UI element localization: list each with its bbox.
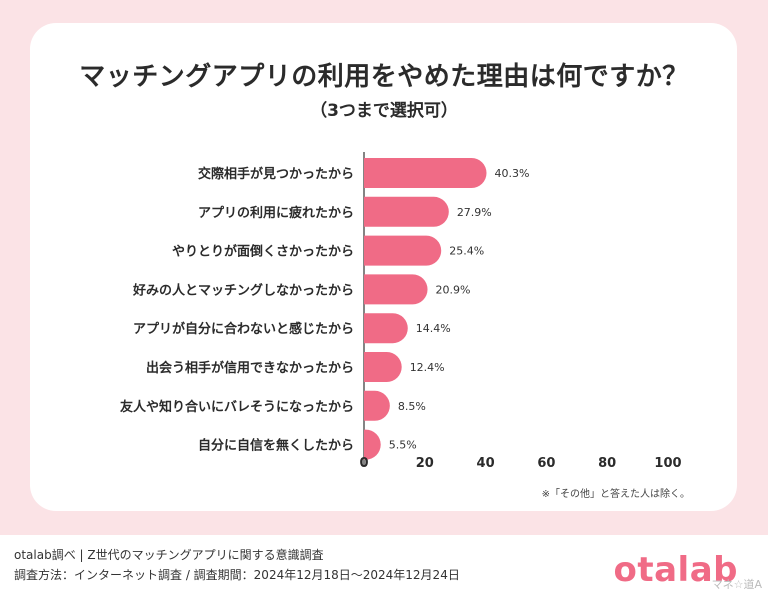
bar xyxy=(364,429,381,460)
data-label: 40.3% xyxy=(495,167,530,180)
category-label: 好みの人とマッチングしなかったから xyxy=(132,282,354,298)
data-label: 25.4% xyxy=(449,245,484,258)
x-tick-label: 60 xyxy=(537,456,555,471)
footer xyxy=(0,535,768,593)
data-label: 5.5% xyxy=(389,439,417,452)
data-label: 14.4% xyxy=(416,322,451,335)
chart-card xyxy=(30,23,737,511)
x-tick-label: 40 xyxy=(477,456,495,471)
category-label: 交際相手が見つかったから xyxy=(198,166,354,182)
footer-method: 調査方法：インターネット調査 / 調査期間：2024年12月18日〜2024年1… xyxy=(14,568,460,582)
category-label: 友人や知り合いにバレそうになったから xyxy=(120,399,354,415)
chart-subtitle: （3つまで選択可） xyxy=(310,101,458,121)
chart-note: ※「その他」と答えた人は除く。 xyxy=(541,489,690,500)
bar xyxy=(364,390,390,421)
data-label: 8.5% xyxy=(398,400,426,413)
x-tick-label: 0 xyxy=(359,456,368,471)
bar xyxy=(364,158,487,188)
bar xyxy=(364,235,442,266)
brand-logo: otalab xyxy=(613,550,738,590)
x-tick-label: 100 xyxy=(654,456,681,471)
category-label: アプリの利用に疲れたから xyxy=(198,205,354,221)
category-label: 自分に自信を無くしたから xyxy=(198,438,354,454)
bar xyxy=(364,313,408,344)
x-tick-label: 20 xyxy=(416,456,434,471)
category-label: 出会う相手が信用できなかったから xyxy=(146,360,354,376)
chart-title: マッチングアプリの利用をやめた理由は何ですか？ xyxy=(79,62,689,92)
data-label: 20.9% xyxy=(436,283,471,296)
data-label: 12.4% xyxy=(410,361,445,374)
category-label: やりとりが面倒くさかったから xyxy=(172,244,354,260)
category-label: アプリが自分に合わないと感じたから xyxy=(133,321,354,337)
data-label: 27.9% xyxy=(457,206,492,219)
footer-source: otalab調べ | Z世代のマッチングアプリに関する意識調査 xyxy=(14,548,324,562)
bar xyxy=(364,352,402,382)
watermark: マネ☆道A xyxy=(711,578,762,591)
bar xyxy=(364,274,428,305)
x-tick-label: 80 xyxy=(598,456,616,471)
bar xyxy=(364,196,449,227)
